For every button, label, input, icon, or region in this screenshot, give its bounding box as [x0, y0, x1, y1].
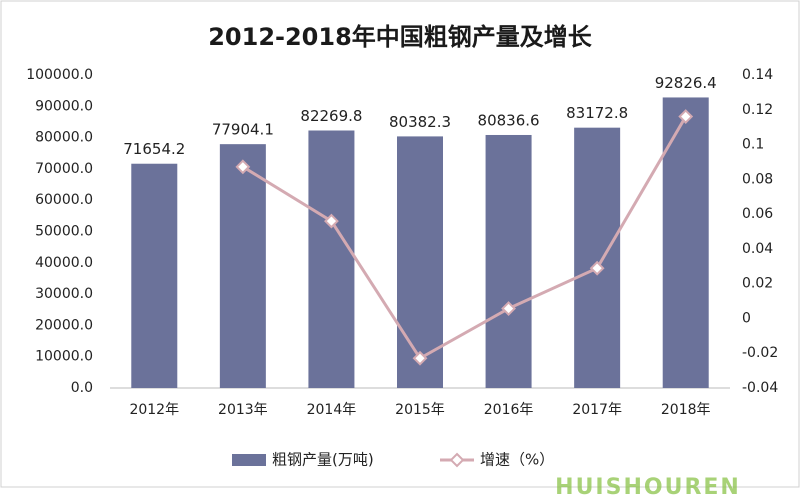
bar-value-label: 71654.2: [123, 140, 185, 158]
y2-tick-label: 0.04: [742, 241, 773, 257]
line-marker: [589, 260, 605, 276]
bar: [308, 130, 355, 388]
y-tick-label: 30000.0: [35, 286, 93, 302]
watermark: HUISHOUREN: [555, 475, 741, 500]
chart-title: 2012-2018年中国粗钢产量及增长: [208, 23, 593, 51]
line: [242, 115, 688, 361]
x-tick-label: 2016年: [484, 402, 534, 418]
bar: [485, 134, 532, 388]
bar-value-label: 82269.8: [300, 107, 362, 125]
bar-value-label: 92826.4: [655, 74, 717, 92]
y2-tick-label: 0.1: [742, 137, 764, 153]
bar: [397, 136, 443, 388]
bar: [662, 97, 709, 388]
x-tick-label: 2013年: [218, 402, 268, 418]
y-tick-label: 80000.0: [35, 130, 93, 146]
legend-swatch: [232, 454, 266, 466]
y2-tick-label: 0.14: [742, 67, 773, 83]
x-tick-label: 2018年: [661, 402, 711, 418]
y-tick-label: 50000.0: [35, 224, 93, 240]
y2-tick-label: -0.04: [742, 380, 778, 396]
bar: [131, 163, 178, 388]
y-tick-label: 60000.0: [35, 192, 93, 208]
line-marker: [324, 213, 339, 229]
y-tick-label: 40000.0: [35, 255, 93, 271]
x-tick-label: 2017年: [572, 402, 622, 418]
y-tick-label: 90000.0: [35, 98, 93, 114]
y2-tick-label: 0: [742, 310, 751, 326]
y2-tick-label: -0.02: [742, 345, 778, 361]
line-marker: [412, 350, 428, 366]
x-tick-label: 2014年: [307, 402, 357, 418]
line-marker: [235, 159, 251, 175]
y2-tick-label: 0.12: [742, 102, 773, 118]
legend-label: 增速（%）: [480, 451, 554, 469]
y-tick-label: 70000.0: [35, 161, 93, 177]
y-tick-label: 0.0: [71, 380, 93, 396]
x-tick-label: 2012年: [129, 402, 179, 418]
bar-value-label: 83172.8: [566, 104, 628, 122]
y-tick-label: 10000.0: [35, 349, 93, 365]
line-marker: [678, 109, 694, 124]
y2-tick-label: 0.02: [742, 276, 773, 292]
bar-value-label: 80382.3: [389, 113, 451, 131]
y-tick-label: 20000.0: [35, 317, 93, 333]
bar-value-label: 80836.6: [478, 111, 540, 129]
x-tick-label: 2015年: [395, 402, 445, 418]
bar: [574, 127, 621, 389]
line-marker: [501, 301, 516, 316]
bar: [219, 144, 266, 388]
bar-value-label: 77904.1: [212, 121, 274, 139]
y-tick-label: 100000.0: [26, 67, 93, 83]
legend-swatch-marker: [449, 452, 465, 468]
y2-tick-label: 0.06: [742, 206, 773, 222]
y2-tick-label: 0.08: [742, 171, 773, 187]
legend-label: 粗钢产量(万吨): [272, 451, 374, 469]
